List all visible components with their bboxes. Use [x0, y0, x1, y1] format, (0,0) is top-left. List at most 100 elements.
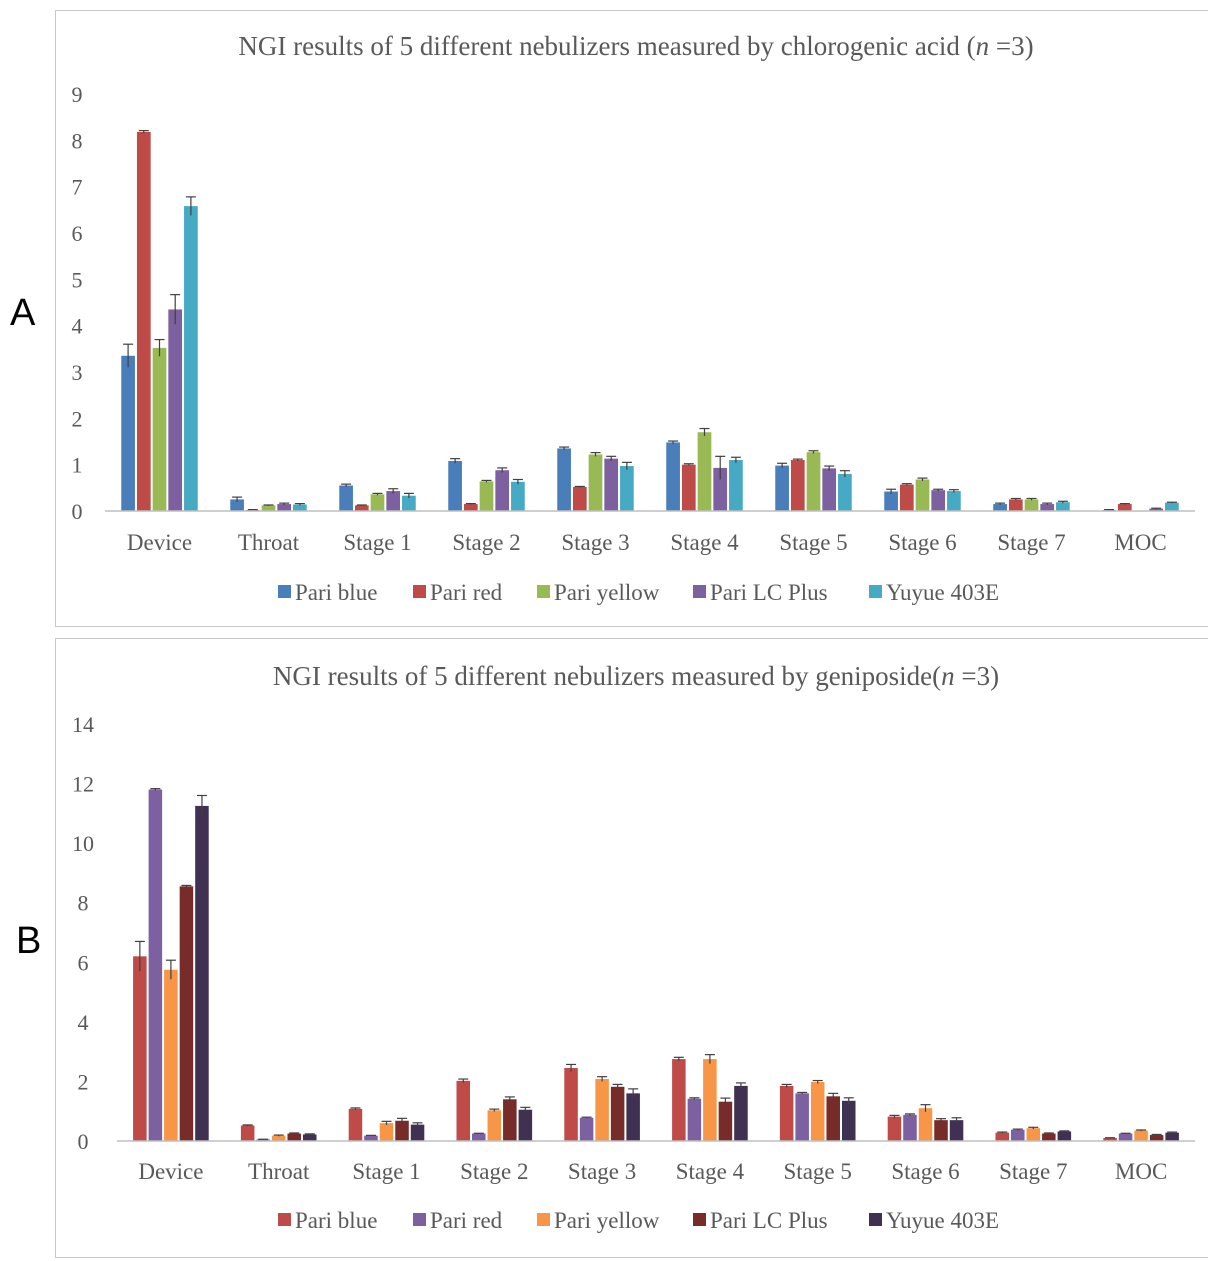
chart-b-bar-s0-c1 — [240, 1125, 255, 1141]
chart-b-bar-s1-c9 — [1118, 1133, 1133, 1141]
chart-a-ytick-6: 6 — [72, 221, 83, 246]
chart-a-ytick-1: 1 — [72, 453, 83, 478]
chart-b-legend-label-0: Pari blue — [295, 1208, 377, 1233]
chart-a-bar-s3-c4 — [604, 458, 619, 511]
chart-b-bar-s0-c3 — [456, 1080, 471, 1141]
chart-b-bar-s2-c6 — [810, 1082, 825, 1141]
chart-a-bar-s3-c6 — [822, 468, 837, 511]
chart-b-ytick-6: 12 — [72, 772, 94, 797]
chart-b-xtick-3: Stage 2 — [460, 1159, 528, 1184]
chart-a-xtick-7: Stage 6 — [888, 530, 956, 555]
chart-a-bar-s3-c8 — [1040, 504, 1055, 511]
chart-a-xtick-4: Stage 3 — [561, 530, 629, 555]
chart-b-bar-s1-c3 — [472, 1133, 486, 1141]
chart-b-bar-s0-c8 — [995, 1132, 1010, 1141]
chart-a-bar-s4-c0 — [184, 206, 198, 512]
chart-a-ytick-9: 9 — [72, 82, 83, 107]
chart-a-bar-s0-c1 — [230, 499, 244, 511]
chart-b-xtick-8: Stage 7 — [999, 1159, 1067, 1184]
chart-a-legend-label-1: Pari red — [430, 580, 503, 605]
chart-b-bar-s3-c6 — [826, 1096, 840, 1141]
chart-b-bar-s0-c9 — [1103, 1138, 1117, 1141]
chart-b-bar-s2-c9 — [1134, 1130, 1148, 1141]
chart-b-bar-s0-c6 — [779, 1085, 794, 1141]
chart-b-xtick-1: Throat — [248, 1159, 310, 1184]
chart-b-bar-s0-c0 — [133, 956, 147, 1141]
chart-b-bar-s3-c0 — [179, 886, 194, 1141]
chart-b-legend-swatch-1 — [413, 1213, 426, 1226]
chart-b-bar-s4-c0 — [195, 805, 209, 1141]
chart-a-bar-s2-c2 — [370, 494, 385, 511]
chart-b-svg: NGI results of 5 different nebulizers me… — [72, 661, 1195, 1233]
chart-a-bar-s2-c1 — [261, 505, 276, 511]
chart-a-bar-s4-c1 — [293, 504, 307, 511]
chart-b-bar-s1-c0 — [148, 789, 163, 1141]
chart-a-svg: NGI results of 5 different nebulizers me… — [72, 31, 1195, 605]
chart-a-bar-s0-c0 — [121, 355, 135, 511]
chart-b-bar-s0-c2 — [348, 1108, 363, 1141]
chart-b-bar-s3-c9 — [1149, 1135, 1164, 1141]
chart-b-bar-s3-c2 — [395, 1120, 409, 1141]
chart-a-title: NGI results of 5 different nebulizers me… — [238, 31, 1033, 61]
chart-a-bar-s4-c2 — [402, 495, 416, 511]
chart-b-bar-s2-c2 — [379, 1123, 394, 1141]
chart-a-bar-s0-c2 — [339, 485, 353, 511]
chart-a-xtick-3: Stage 2 — [452, 530, 520, 555]
chart-a-xtick-5: Stage 4 — [670, 530, 739, 555]
chart-a-bar-s2-c0 — [152, 347, 167, 511]
chart-a-bar-s4-c4 — [620, 466, 634, 511]
chart-b-legend-label-3: Pari LC Plus — [710, 1208, 828, 1233]
chart-a-bar-s3-c7 — [931, 490, 946, 511]
chart-b-legend-swatch-2 — [537, 1213, 550, 1226]
chart-a-bar-s1-c0 — [136, 131, 151, 511]
chart-b-xtick-6: Stage 5 — [784, 1159, 852, 1184]
chart-a-legend-swatch-4 — [869, 585, 882, 598]
chart-b-bar-s4-c5 — [734, 1085, 748, 1141]
chart-a-bar-s0-c4 — [557, 448, 571, 511]
chart-a-bar-s3-c3 — [495, 470, 510, 511]
chart-a-legend-label-4: Yuyue 403E — [886, 580, 999, 605]
chart-b-bar-s2-c7 — [918, 1108, 933, 1141]
chart-b-bar-s2-c3 — [487, 1110, 502, 1141]
chart-b-ytick-1: 2 — [78, 1069, 89, 1094]
chart-b-xtick-5: Stage 4 — [676, 1159, 745, 1184]
panel-letter-b: B — [16, 920, 42, 962]
chart-b-bar-s1-c4 — [579, 1117, 594, 1141]
chart-a-ytick-3: 3 — [72, 360, 83, 385]
chart-b-xtick-0: Device — [138, 1159, 203, 1184]
chart-b-bar-s3-c3 — [503, 1099, 517, 1141]
chart-b-ytick-3: 6 — [78, 950, 89, 975]
chart-b-bar-s2-c1 — [271, 1135, 286, 1141]
chart-b-bar-s1-c5 — [687, 1098, 702, 1141]
chart-b-bar-s0-c7 — [887, 1116, 902, 1141]
chart-a-bar-s1-c7 — [899, 484, 914, 511]
chart-b-bar-s4-c8 — [1057, 1131, 1072, 1141]
chart-a-bar-s2-c3 — [479, 481, 494, 511]
chart-a-bar-s3-c0 — [168, 309, 183, 511]
chart-a-bar-s3-c1 — [277, 504, 292, 511]
chart-a-bar-s1-c5 — [681, 464, 696, 511]
chart-b-ytick-4: 8 — [78, 891, 89, 916]
chart-b-legend-swatch-0 — [278, 1213, 291, 1226]
chart-b-bar-s2-c4 — [595, 1079, 609, 1141]
chart-b-bar-s2-c0 — [164, 969, 178, 1141]
chart-b-bar-s1-c2 — [364, 1135, 378, 1141]
chart-b-legend-swatch-4 — [869, 1213, 882, 1226]
chart-a-xtick-9: MOC — [1114, 530, 1166, 555]
chart-b-bar-s3-c5 — [718, 1101, 733, 1141]
chart-b-bar-s3-c8 — [1042, 1133, 1056, 1141]
chart-b-bar-s4-c9 — [1165, 1132, 1179, 1141]
chart-b-bar-s3-c7 — [934, 1120, 948, 1141]
chart-a-bar-s1-c2 — [354, 505, 369, 511]
chart-a-legend-label-2: Pari yellow — [554, 580, 660, 605]
chart-b-legend-label-2: Pari yellow — [554, 1208, 660, 1233]
chart-a-ytick-5: 5 — [72, 267, 83, 292]
chart-a-bar-s3-c2 — [386, 491, 401, 511]
chart-a-bar-s0-c5 — [666, 442, 680, 511]
chart-a-bar-s4-c7 — [947, 491, 961, 511]
chart-a-bar-s1-c9 — [1117, 504, 1132, 511]
chart-a-ytick-2: 2 — [72, 406, 83, 431]
chart-b-bar-s0-c5 — [672, 1059, 686, 1141]
chart-b-xtick-9: MOC — [1115, 1159, 1167, 1184]
chart-b-legend-swatch-3 — [693, 1213, 706, 1226]
